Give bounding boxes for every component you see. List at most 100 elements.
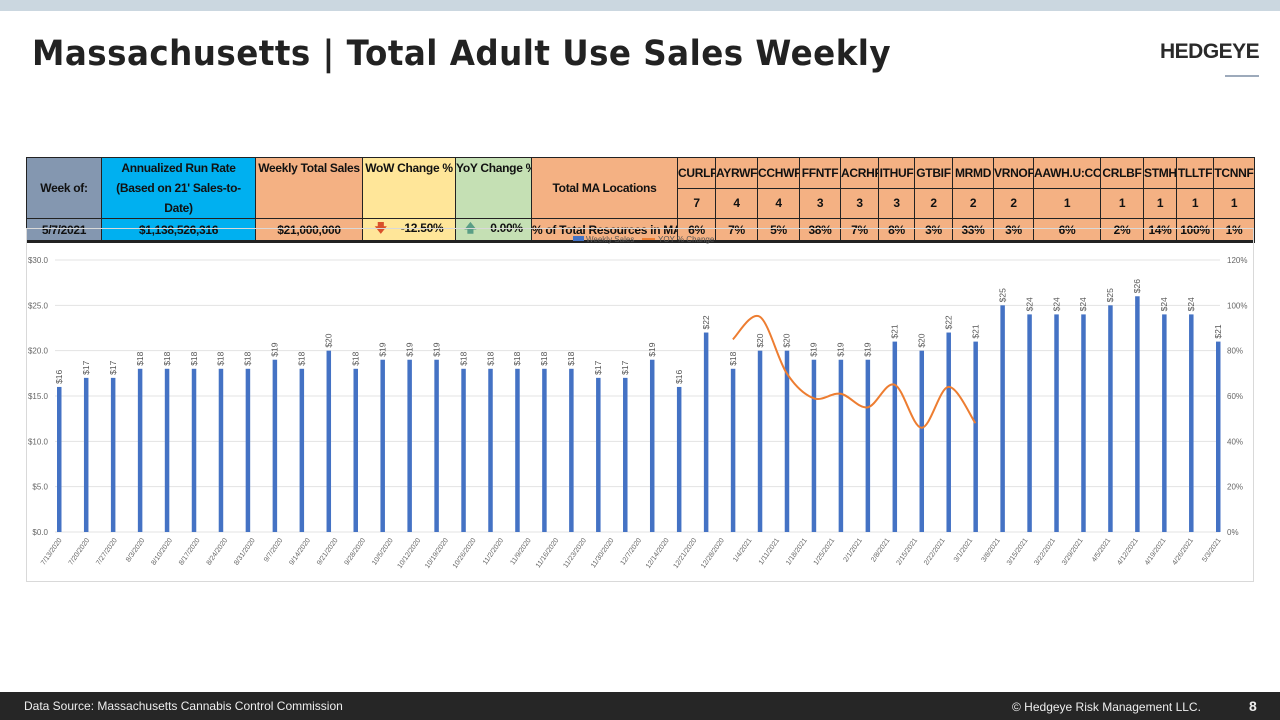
sales-bar xyxy=(973,341,978,532)
sales-bar xyxy=(1108,305,1113,532)
yoy-value-cell: 🡅 0.00% xyxy=(455,218,532,242)
y-left-tick-label: $30.0 xyxy=(28,256,49,265)
x-tick-label: 2/8/2021 xyxy=(870,537,891,563)
logo-underline xyxy=(1225,75,1259,77)
week-value: 5/7/2021 xyxy=(26,218,102,242)
bar-data-label: $16 xyxy=(54,369,64,383)
bar-data-label: $20 xyxy=(755,333,765,347)
page-title: Massachusetts | Total Adult Use Sales We… xyxy=(32,34,892,74)
weekly-sales-value: $21,000,000 xyxy=(255,218,363,242)
sales-bar xyxy=(730,368,736,532)
sales-bar xyxy=(1135,296,1140,532)
x-tick-label: 4/19/2021 xyxy=(1144,537,1168,567)
x-tick-label: 8/24/2020 xyxy=(206,537,230,567)
sales-bar xyxy=(1162,314,1167,532)
x-tick-label: 10/26/2020 xyxy=(452,537,478,570)
bar-data-label: $24 xyxy=(1078,297,1088,311)
bar-data-label: $21 xyxy=(970,324,980,338)
bar-data-label: $19 xyxy=(270,342,280,356)
x-tick-label: 4/12/2021 xyxy=(1116,537,1140,567)
bar-data-label: $19 xyxy=(404,342,414,356)
bar-data-label: $22 xyxy=(943,315,953,329)
x-tick-label: 10/12/2020 xyxy=(397,537,423,570)
hedgeye-logo: HEDGEYE xyxy=(1160,40,1260,63)
locations-label: Total MA Locations xyxy=(531,157,678,219)
ticker-label: TLLTF xyxy=(1176,157,1214,189)
bar-data-label: $18 xyxy=(189,351,199,365)
copyright: © Hedgeye Risk Management LLC. xyxy=(1012,700,1201,714)
ticker-pct: 8% xyxy=(878,218,915,242)
sales-bar xyxy=(757,350,763,532)
ticker-label: ACRHF xyxy=(840,157,879,189)
y-right-tick-label: 120% xyxy=(1227,256,1247,265)
ticker-label: GTBIF xyxy=(914,157,953,189)
sales-bar xyxy=(596,377,601,532)
legend-label: Weekly Sales xyxy=(586,235,634,244)
ticker-locations: 2 xyxy=(914,187,953,219)
bar-data-label: $18 xyxy=(485,351,495,365)
bar-data-label: $22 xyxy=(701,315,711,329)
bar-data-label: $18 xyxy=(162,351,172,365)
x-tick-label: 3/29/2021 xyxy=(1061,537,1085,567)
bar-data-label: $19 xyxy=(836,342,846,356)
y-left-tick-label: $20.0 xyxy=(28,347,49,356)
x-tick-label: 9/7/2020 xyxy=(263,537,284,563)
legend: Weekly Sales YOY % Change xyxy=(573,235,715,244)
ticker-locations: 4 xyxy=(715,187,758,219)
x-tick-label: 8/17/2020 xyxy=(178,537,202,567)
ticker-label: AYRWF xyxy=(715,157,758,189)
bar-data-label: $18 xyxy=(728,351,738,365)
x-tick-label: 5/3/2021 xyxy=(1201,537,1222,563)
sales-bar xyxy=(1000,305,1005,532)
sales-bar xyxy=(676,386,682,532)
bar-data-label: $20 xyxy=(324,333,334,347)
sales-bar xyxy=(838,359,844,532)
wow-value-cell: 🡇 -12.50% xyxy=(362,218,456,242)
sales-bar xyxy=(515,368,520,532)
x-tick-label: 11/2/2020 xyxy=(482,537,505,566)
sales-bar xyxy=(703,332,709,532)
sales-bar xyxy=(380,359,385,532)
footer: Data Source: Massachusetts Cannabis Cont… xyxy=(0,692,1280,720)
bar-data-label: $18 xyxy=(243,351,253,365)
bar-data-label: $18 xyxy=(135,351,145,365)
bar-data-label: $24 xyxy=(1159,297,1169,311)
sales-bar xyxy=(1216,341,1221,532)
sales-bar xyxy=(1189,314,1194,532)
x-tick-label: 9/21/2020 xyxy=(316,537,340,567)
sales-bar xyxy=(784,350,790,532)
legend-swatch-weekly-sales xyxy=(573,236,584,241)
ticker-label: FFNTF xyxy=(799,157,841,189)
ticker-label: VRNOF xyxy=(993,157,1034,189)
x-tick-label: 7/20/2020 xyxy=(68,537,92,567)
sales-bar xyxy=(83,377,89,532)
ticker-label: CURLF xyxy=(677,157,716,189)
bar-data-label: $24 xyxy=(1024,297,1034,311)
ticker-locations: 3 xyxy=(799,187,841,219)
sales-bar xyxy=(946,332,951,532)
sales-bar xyxy=(245,368,251,532)
bar-data-label: $19 xyxy=(647,342,657,356)
ticker-label: CCHWF xyxy=(757,157,800,189)
kpi-table: Week of: Annualized Run Rate (Based on 2… xyxy=(26,157,1255,243)
bar-data-label: $17 xyxy=(593,360,603,374)
bar-data-label: $18 xyxy=(458,351,468,365)
x-tick-label: 11/30/2020 xyxy=(590,537,616,569)
sales-bar xyxy=(299,368,305,532)
ticker-locations: 1 xyxy=(1176,187,1214,219)
bar-data-label: $25 xyxy=(997,288,1007,302)
sales-bar xyxy=(811,359,817,532)
ticker-locations: 3 xyxy=(840,187,879,219)
sales-bar xyxy=(434,359,439,532)
y-right-tick-label: 80% xyxy=(1227,347,1243,356)
bar-data-label: $19 xyxy=(377,342,387,356)
ticker-pct: 2% xyxy=(1100,218,1144,242)
sales-bar xyxy=(326,350,332,532)
bar-data-label: $18 xyxy=(539,351,549,365)
ticker-pct: 3% xyxy=(993,218,1034,242)
sales-bar xyxy=(865,359,871,532)
sales-bar xyxy=(57,386,62,532)
ticker-pct: 6% xyxy=(1033,218,1101,242)
sales-bar xyxy=(272,359,278,532)
x-tick-label: 3/8/2021 xyxy=(981,537,1002,563)
